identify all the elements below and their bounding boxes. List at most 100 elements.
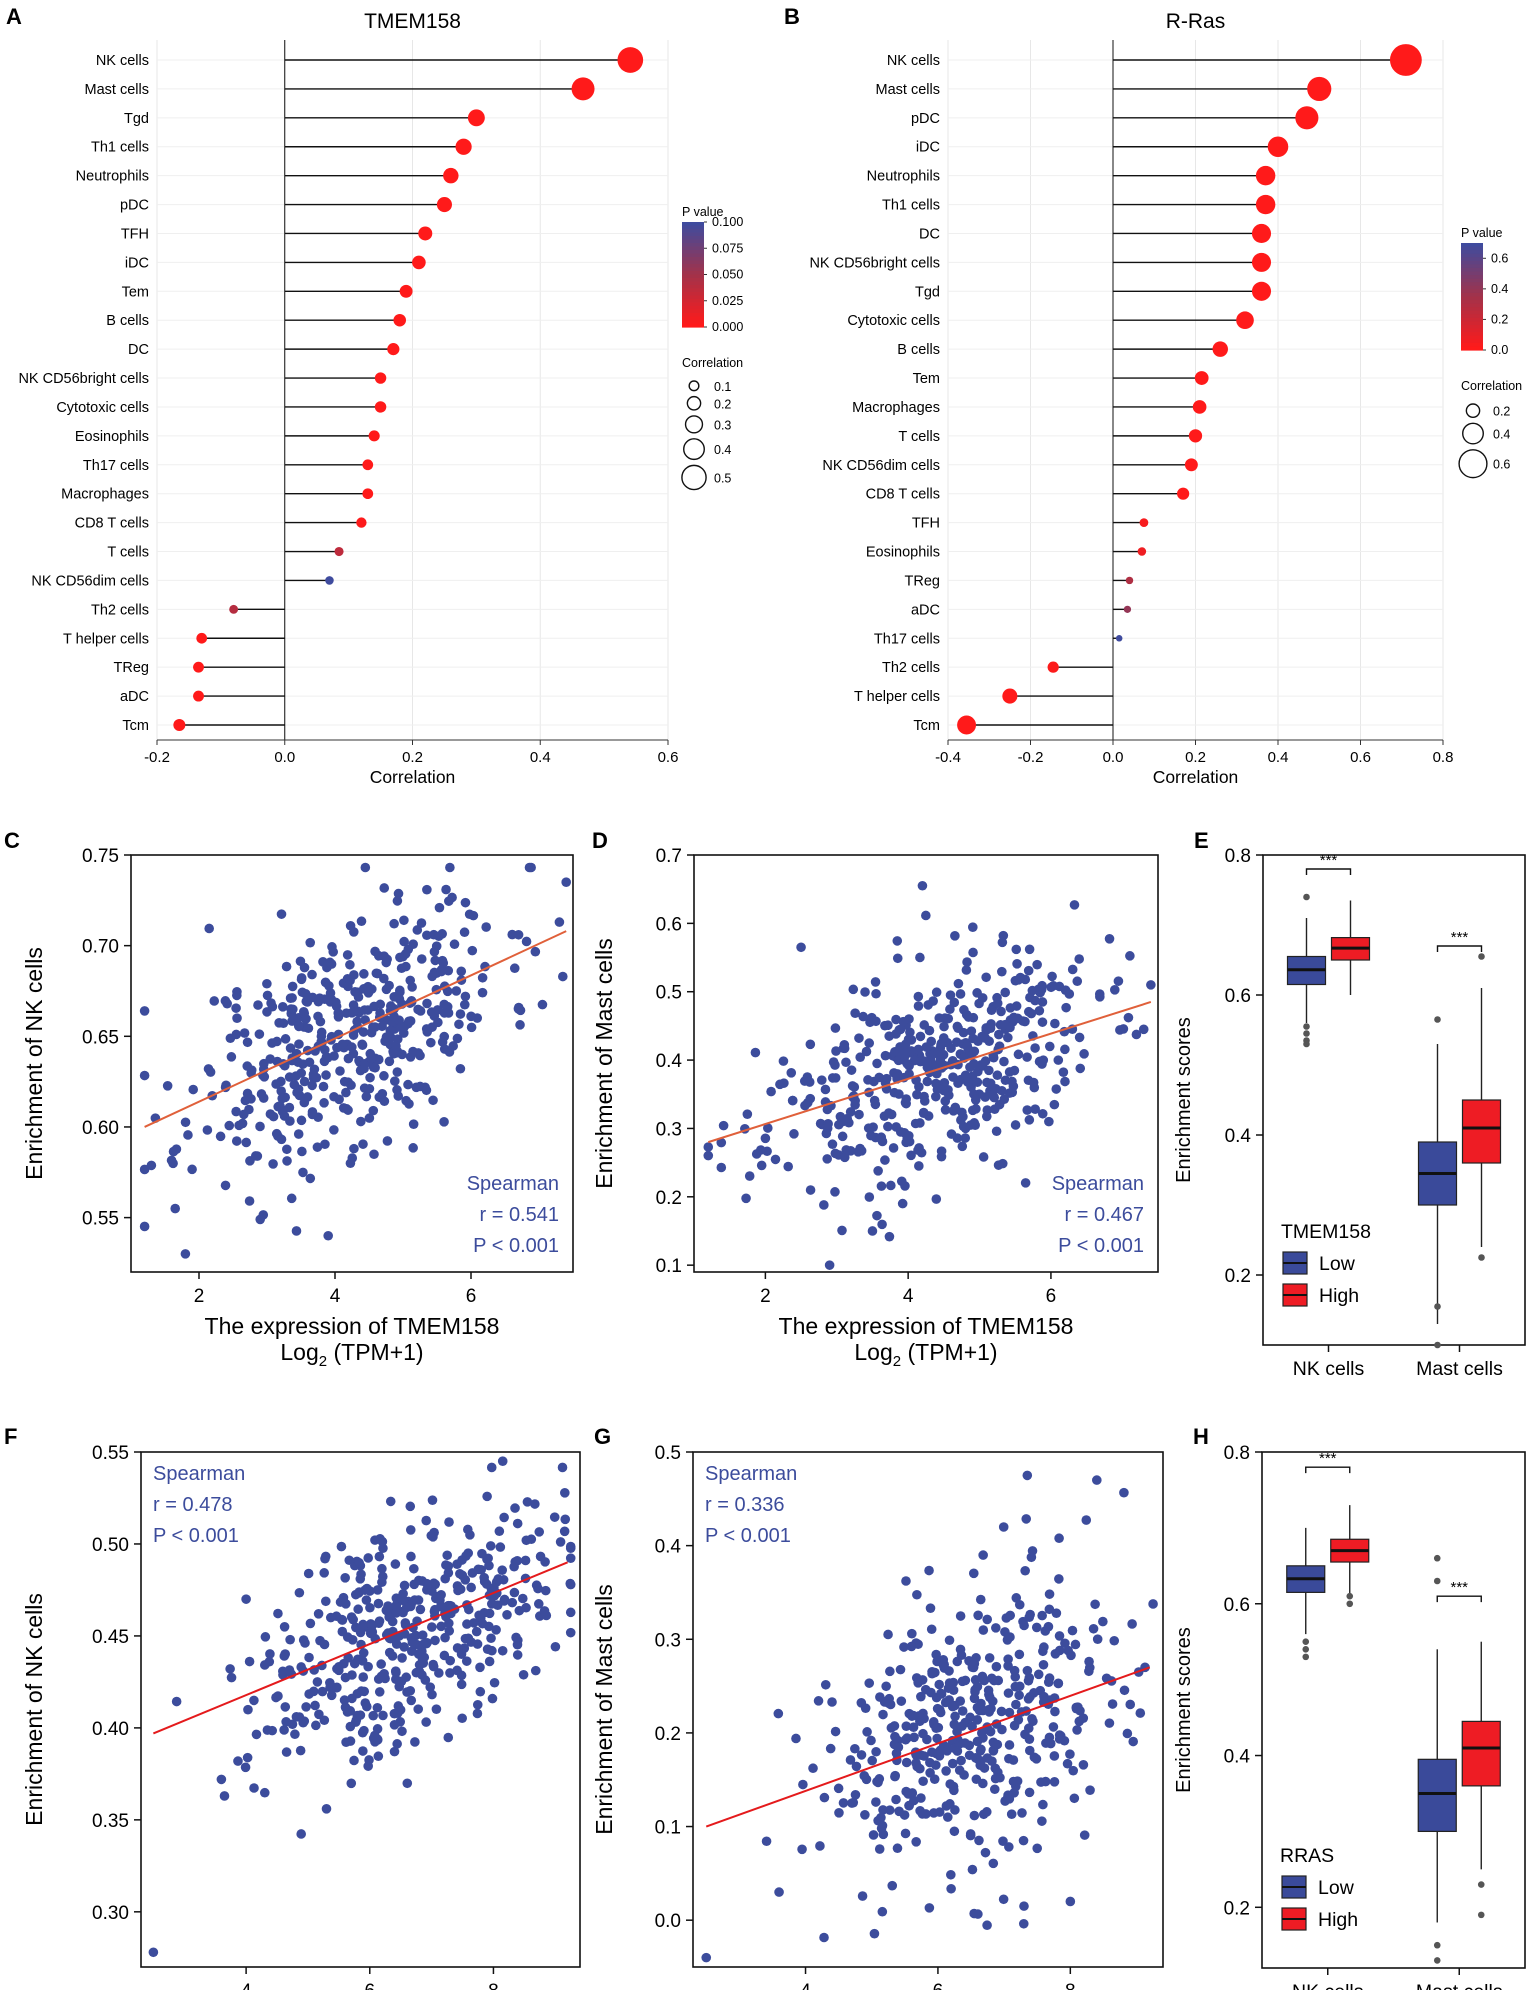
scatter-point [946, 1869, 956, 1880]
scatter-point [484, 1560, 494, 1571]
panel-letter: A [6, 4, 22, 29]
scatter-point [1127, 1619, 1137, 1629]
scatter-point [1104, 1718, 1115, 1728]
lollipop-dot-t-helper-cells [196, 632, 208, 644]
scatter-point [975, 1746, 986, 1756]
scatter-point [378, 1710, 388, 1721]
scatter-point [1067, 964, 1078, 975]
panel-d-mast-vs-tmem158-scatter: D 2 4 6 0.1 0.2 0.3 0.4 0.5 0.6 0.7 The expression … [591, 828, 1159, 1370]
scatter-point [489, 1677, 500, 1688]
scatter-point [833, 1783, 844, 1794]
y-axis-label: Enrichment of NK cells [21, 947, 47, 1180]
colorbar-band [682, 243, 704, 248]
x-tick-label: 6 [933, 1981, 944, 1990]
category-label-th17-cells: Th17 cells [874, 631, 940, 647]
scatter-point [750, 1047, 761, 1058]
scatter-point [343, 1653, 354, 1663]
scatter-point [946, 1883, 956, 1894]
scatter-point [427, 971, 437, 982]
x-tick-label: -0.2 [144, 749, 170, 766]
colorbar-tick-label: 0.025 [712, 294, 743, 308]
scatter-point [887, 1880, 898, 1891]
category-label-adc: aDC [120, 689, 149, 705]
scatter-point [1128, 1736, 1139, 1747]
y-axis-label: Enrichment of Mast cells [591, 1584, 617, 1835]
scatter-point [1026, 1008, 1037, 1019]
panel-letter: H [1193, 1424, 1209, 1449]
scatter-point [703, 1150, 714, 1161]
size-legend-circle [686, 395, 702, 411]
units-subscript: 2 [319, 1353, 327, 1370]
scatter-point [808, 1763, 818, 1774]
size-legend-circle [688, 380, 700, 392]
colorbar-tick-label: 0.075 [712, 241, 743, 255]
scatter-point [343, 1053, 354, 1064]
scatter-point [1074, 1716, 1085, 1727]
scatter-point [459, 999, 470, 1010]
scatter-point [428, 1659, 438, 1670]
scatter-point [276, 1086, 286, 1096]
scatter-point [394, 994, 405, 1004]
scatter-point [1053, 1055, 1064, 1065]
significance-bracket [1305, 868, 1352, 875]
scatter-point [391, 1608, 401, 1618]
scatter-point [854, 1033, 864, 1043]
colorbar-band [682, 323, 704, 328]
scatter-point [891, 1794, 901, 1805]
scatter-point [861, 1046, 872, 1057]
scatter-point [464, 909, 475, 920]
pvalue-legend-title: P value [682, 205, 724, 219]
scatter-point [994, 1029, 1004, 1040]
scatter-point [512, 1650, 523, 1660]
scatter-point [858, 1011, 868, 1022]
scatter-point [986, 1005, 997, 1016]
outlier-mast-cells-low [1433, 1941, 1441, 1949]
size-legend-label: 0.3 [714, 418, 731, 432]
scatter-point [511, 1632, 521, 1643]
scatter-point [353, 1604, 363, 1615]
category-label-neutrophils: Neutrophils [76, 169, 149, 185]
scatter-point-outlier [796, 942, 806, 953]
lollipop-dot-dc [387, 343, 400, 356]
scatter-point [244, 1196, 255, 1206]
scatter-point [249, 1783, 259, 1793]
scatter-point [864, 1192, 875, 1202]
scatter-point [355, 1574, 366, 1584]
scatter-point [373, 1054, 384, 1065]
significance-bracket [1436, 1595, 1482, 1603]
x-tick-label: 0.2 [402, 749, 423, 766]
scatter-point [761, 1836, 772, 1847]
units-subscript: 2 [893, 1353, 901, 1370]
scatter-point [964, 1750, 975, 1761]
y-tick-label: 0.40 [92, 1719, 129, 1740]
scatter-point [827, 1697, 837, 1707]
scatter-point [1032, 959, 1042, 970]
scatter-point [279, 1651, 290, 1661]
scatter-point [902, 1058, 913, 1069]
scatter-point [313, 1609, 324, 1619]
scatter-point [331, 1001, 342, 1012]
scatter-point [1027, 1546, 1038, 1556]
scatter-point [560, 1514, 571, 1525]
scatter-point [850, 1008, 860, 1018]
scatter-point [1122, 1728, 1133, 1739]
scatter-point [980, 1092, 991, 1102]
scatter-point [929, 1774, 940, 1784]
scatter-point [943, 1683, 954, 1694]
scatter-point [962, 957, 972, 967]
scatter-point [923, 1000, 933, 1010]
scatter-point [927, 1747, 937, 1757]
y-tick-label: 0.50 [92, 1535, 129, 1556]
scatter-point [517, 1593, 528, 1604]
scatter-point [389, 1011, 399, 1022]
scatter-point [994, 1099, 1005, 1110]
scatter-point [877, 1219, 887, 1230]
scatter-point [280, 1034, 291, 1044]
scatter-point [397, 1653, 407, 1663]
y-tick-label: 0.1 [656, 1256, 682, 1277]
lollipop-dot-eosinophils [1137, 547, 1147, 556]
scatter-point [1053, 1678, 1064, 1689]
colorbar-band [1461, 342, 1483, 348]
y-tick-label: 0.45 [92, 1627, 129, 1648]
